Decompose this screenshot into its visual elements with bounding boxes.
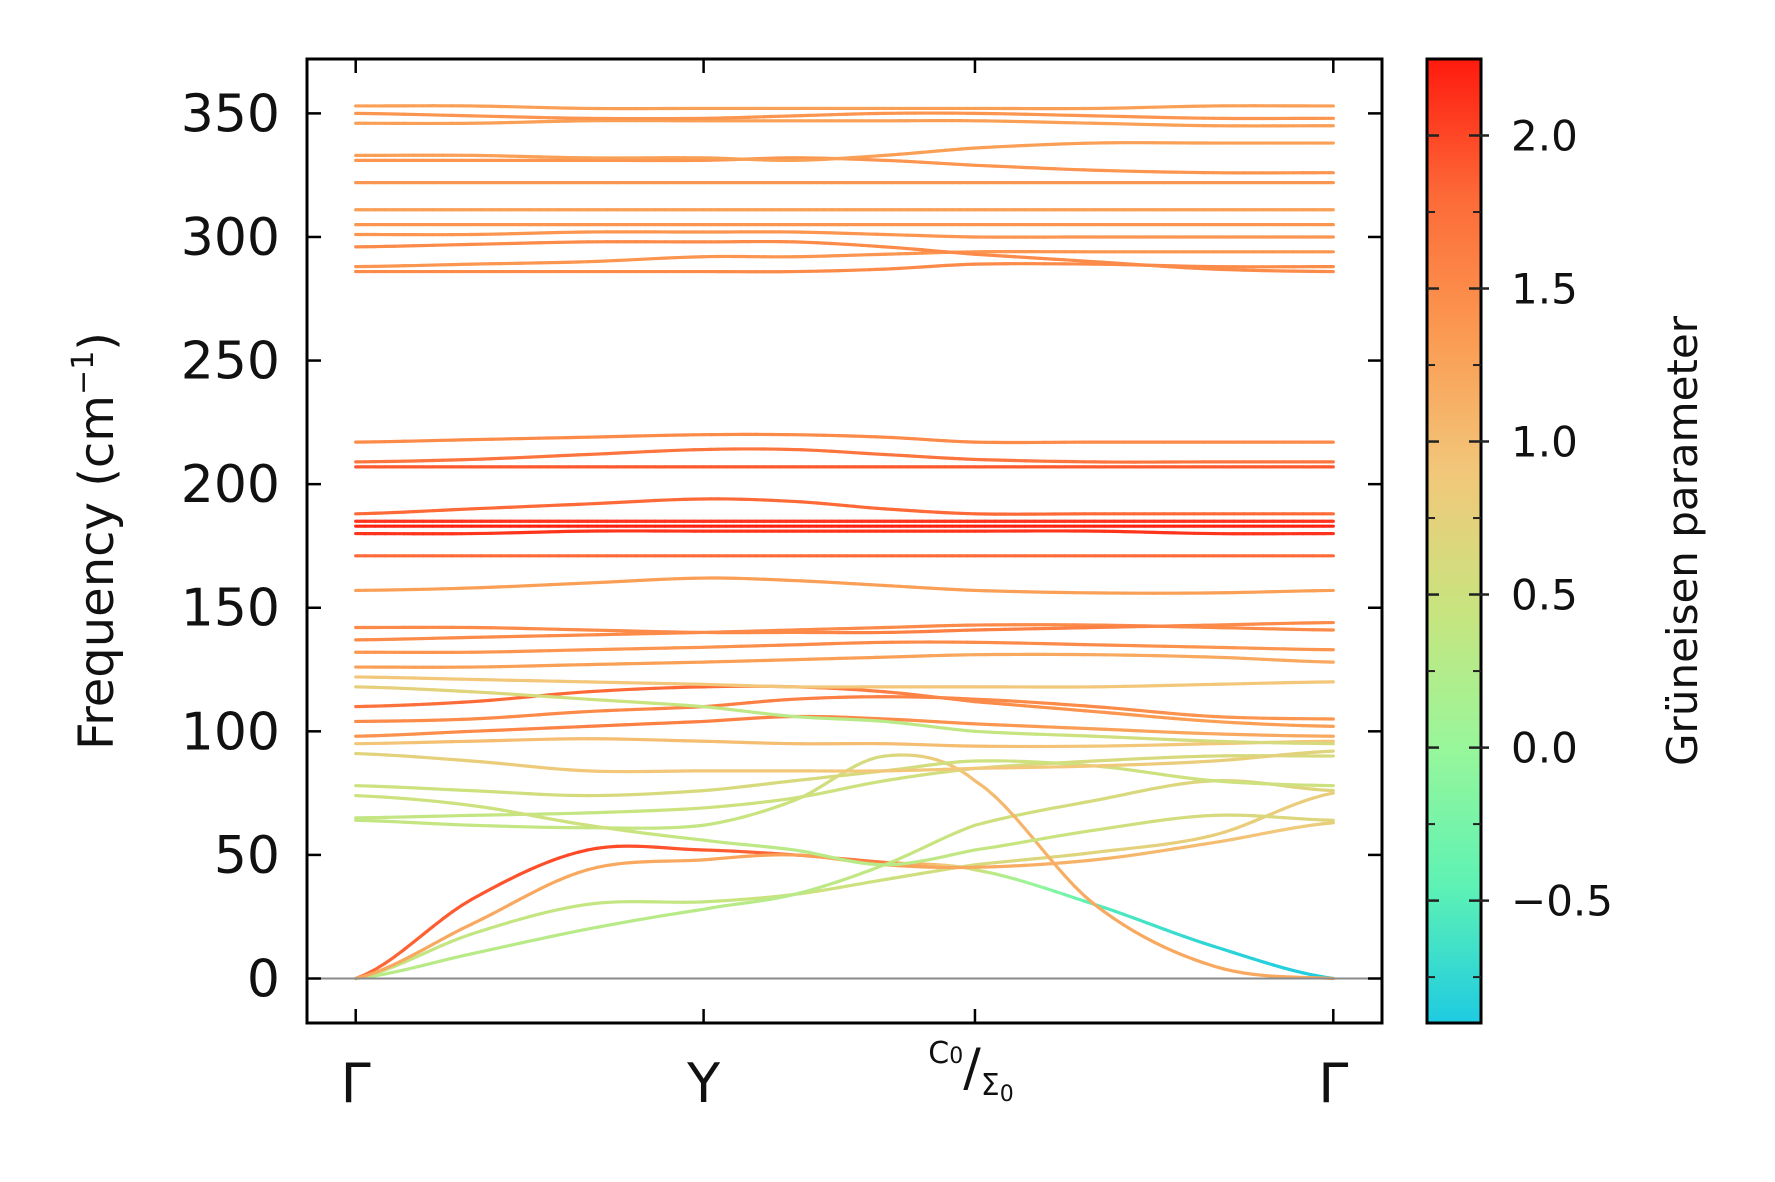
band-segment: [1114, 919, 1124, 926]
bands-layer: [356, 106, 1334, 979]
band-segment: [1254, 817, 1264, 821]
cbar-tick-label: 2.0: [1511, 112, 1578, 161]
band-segment: [1055, 864, 1065, 875]
band-segment: [1154, 942, 1164, 947]
cbar-tick-label: 1.5: [1511, 265, 1578, 314]
band-segment: [1323, 751, 1333, 752]
ytick-label: 300: [181, 208, 280, 268]
band-segment: [423, 927, 433, 935]
band-segment: [1323, 790, 1333, 791]
band-opt-d: [356, 761, 1334, 796]
ytick-label: 100: [181, 702, 280, 762]
band-segment: [1124, 925, 1134, 931]
band-opt-k: [356, 677, 1334, 687]
band-segment: [1134, 931, 1144, 937]
band-acoustic-2: [356, 793, 1334, 978]
band-segment: [985, 788, 995, 797]
band-acoustic-1: [356, 846, 1334, 978]
band-segment: [1323, 823, 1333, 824]
band-opt-ai: [356, 113, 1334, 119]
band-segment: [462, 924, 472, 929]
ytick-label: 0: [247, 950, 280, 1010]
band-opt-e: [356, 751, 1334, 772]
band-segment: [443, 934, 453, 939]
band-opt-w: [356, 449, 1334, 462]
band-segment: [1144, 937, 1154, 942]
ytick-label: 150: [181, 579, 280, 639]
band-segment: [1025, 828, 1035, 840]
band-segment: [1015, 817, 1025, 828]
band-segment: [481, 915, 491, 920]
band-segment: [491, 909, 501, 914]
ytick-label: 50: [214, 826, 280, 886]
band-segment: [530, 889, 540, 894]
band-segment: [481, 889, 491, 894]
band-segment: [472, 919, 482, 924]
band-opt-x: [356, 434, 1334, 442]
band-segment: [1174, 952, 1184, 956]
band-segment: [501, 879, 511, 884]
band-opt-ah: [356, 121, 1334, 126]
ytick-label: 250: [181, 332, 280, 392]
band-opt-af: [356, 158, 1334, 173]
band-segment: [433, 939, 443, 944]
cbar-tick-label: 0.0: [1511, 724, 1578, 773]
band-segment: [385, 957, 395, 964]
band-opt-p: [356, 578, 1334, 593]
band-segment: [452, 905, 462, 912]
band-opt-r: [356, 531, 1334, 534]
band-segment: [1244, 821, 1254, 825]
band-segment: [462, 899, 472, 905]
y-axis-label: Frequency (cm−1): [66, 332, 125, 750]
band-segment: [433, 919, 443, 927]
band-segment: [1323, 793, 1333, 795]
band-opt-c: [356, 796, 1334, 865]
xtick-label: Γ: [341, 1052, 371, 1115]
band-opt-ab: [356, 232, 1334, 237]
band-segment: [394, 950, 404, 957]
band-opt-u: [356, 499, 1334, 514]
band-opt-z: [356, 252, 1334, 267]
band-segment: [1274, 809, 1284, 813]
band-segment: [1035, 840, 1045, 852]
band-segment: [975, 781, 985, 788]
band-opt-l: [356, 654, 1334, 667]
band-segment: [1104, 912, 1114, 919]
band-segment: [510, 899, 520, 904]
xtick-label: Γ: [1318, 1052, 1348, 1115]
band-segment: [995, 796, 1005, 806]
cbar-tick-label: 1.0: [1511, 418, 1578, 467]
band-segment: [1164, 947, 1174, 951]
ytick-label: 200: [181, 455, 280, 515]
band-segment: [520, 894, 530, 899]
band-segment: [510, 874, 520, 879]
band-opt-ag: [356, 143, 1334, 161]
band-opt-m: [356, 642, 1334, 652]
band-segment: [472, 894, 482, 899]
band-segment: [1284, 805, 1294, 809]
band-segment: [1075, 886, 1085, 896]
band-segment: [539, 885, 549, 890]
xtick-label: Y: [686, 1052, 721, 1115]
cbar-tick-label: −0.5: [1511, 877, 1613, 926]
band-segment: [443, 912, 453, 919]
band-segment: [452, 929, 462, 934]
band-segment: [404, 942, 414, 950]
ytick-label: 350: [181, 84, 280, 144]
xtick-label-special: C0/Σ0: [928, 1036, 1013, 1107]
band-segment: [1065, 875, 1075, 886]
cbar-tick-label: 0.5: [1511, 571, 1578, 620]
band-segment: [414, 934, 424, 942]
band-segment: [501, 904, 511, 909]
band-opt-aj: [356, 106, 1334, 109]
colorbar: [1427, 59, 1481, 1023]
band-segment: [491, 884, 501, 889]
colorbar-label: Grüneisen parameter: [1658, 315, 1707, 766]
